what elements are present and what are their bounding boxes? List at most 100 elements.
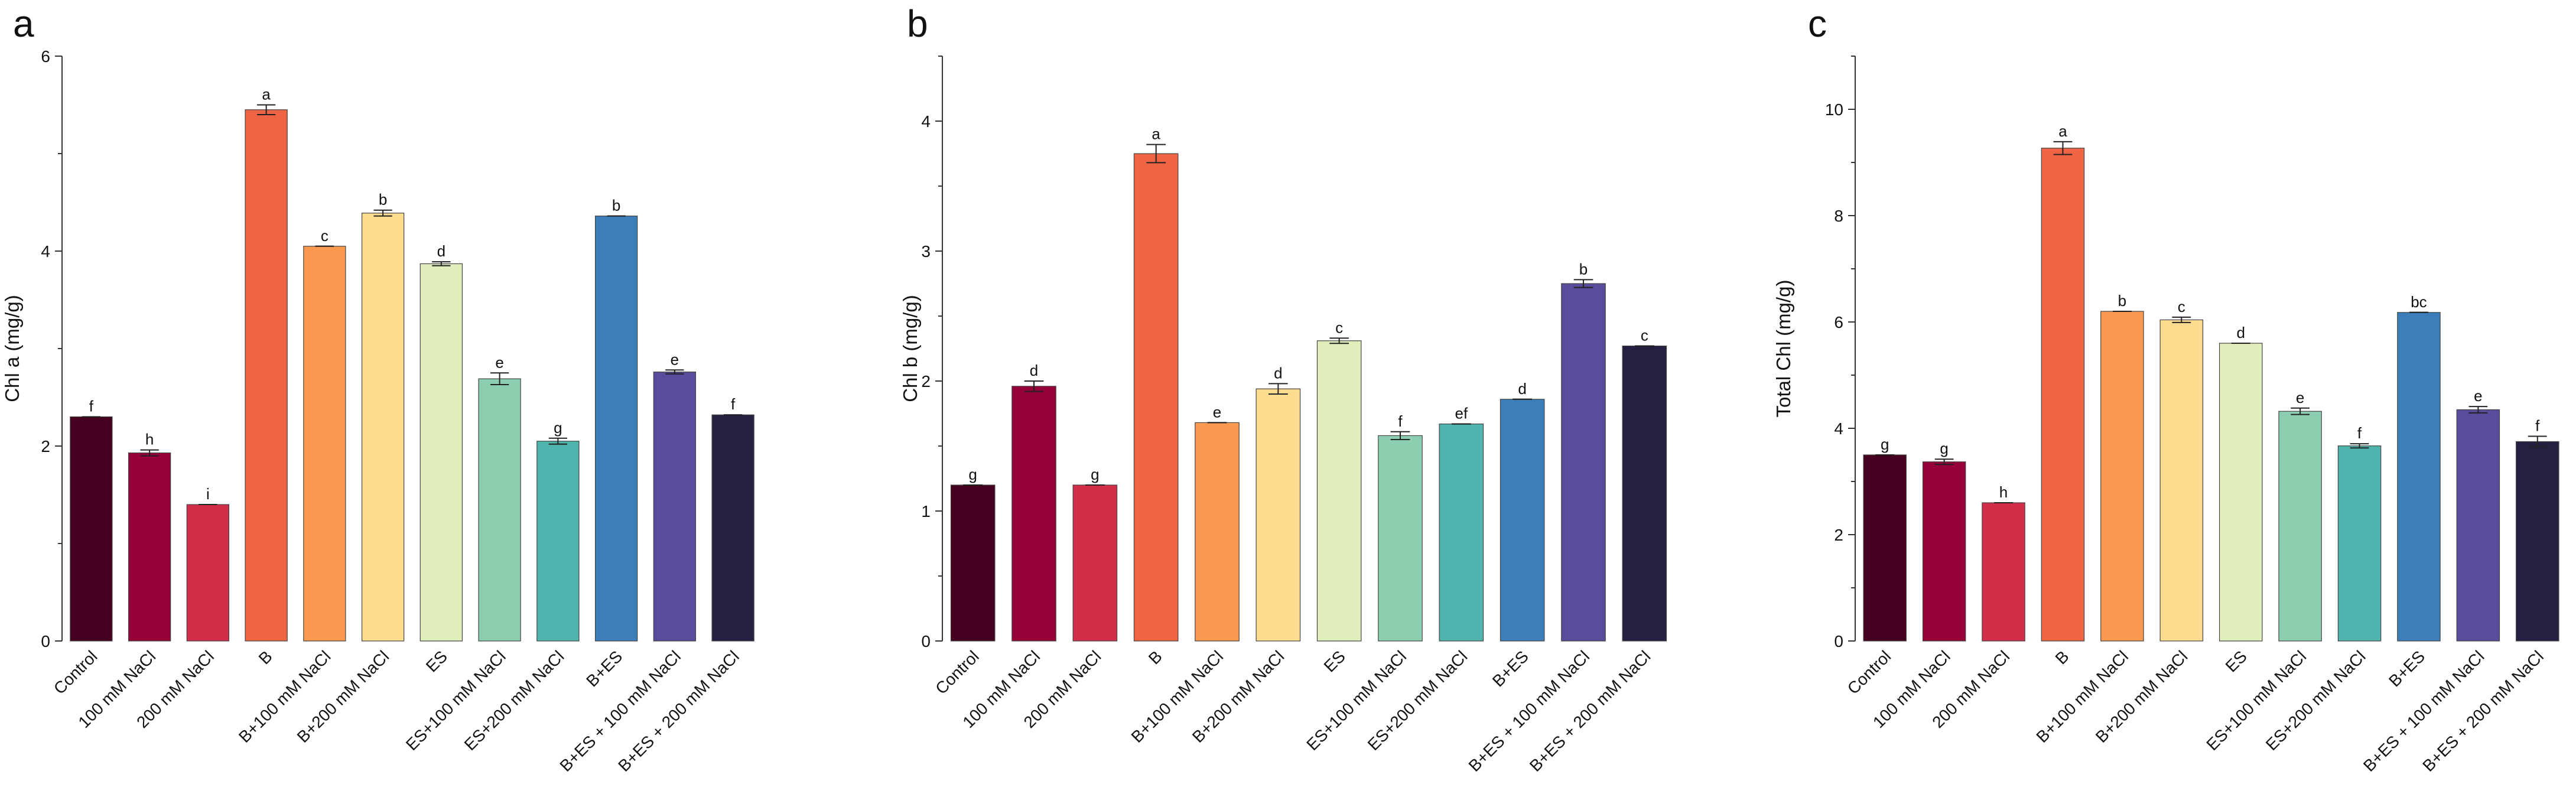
significance-letter: b — [2118, 292, 2126, 310]
y-tick-label: 2 — [41, 437, 50, 455]
significance-letter: b — [379, 191, 387, 209]
significance-letter: c — [1335, 318, 1343, 336]
bar — [1622, 345, 1667, 642]
significance-letter: g — [1091, 466, 1099, 483]
significance-letter: e — [1213, 403, 1221, 421]
x-tick-label: B+ES + 200 mM NaCl — [1526, 647, 1654, 775]
panel-label: b — [907, 2, 928, 45]
x-tick-label: B+ES + 200 mM NaCl — [2419, 647, 2547, 775]
bar — [419, 263, 463, 642]
bar — [1982, 502, 2025, 642]
bar — [361, 213, 405, 642]
significance-letter: d — [1274, 364, 1282, 382]
bar — [2041, 148, 2085, 642]
x-tick-label: ES+200 mM NaCl — [461, 647, 568, 754]
x-tick-label: ES — [422, 647, 451, 675]
significance-letter: d — [1518, 380, 1526, 398]
x-tick-label: ES+100 mM NaCl — [1303, 647, 1410, 754]
x-tick-label: B+ES + 200 mM NaCl — [614, 647, 743, 775]
significance-letter: c — [2178, 298, 2185, 315]
bar — [1256, 388, 1301, 642]
bar — [1195, 422, 1240, 642]
significance-letter: e — [2296, 389, 2304, 406]
y-tick-label: 2 — [921, 372, 931, 391]
significance-letter: f — [2357, 424, 2362, 442]
significance-letter: e — [495, 353, 503, 371]
bar — [1561, 283, 1606, 642]
bar — [2159, 319, 2204, 642]
bar — [1011, 386, 1056, 642]
bar — [653, 371, 697, 642]
bar — [1863, 454, 1907, 642]
bar — [950, 484, 996, 642]
y-tick-label: 4 — [1834, 419, 1843, 438]
significance-letter: a — [262, 86, 271, 103]
x-tick-label: ES+100 mM NaCl — [2203, 647, 2310, 754]
bar — [1922, 461, 1966, 642]
y-tick-label: 0 — [921, 632, 931, 650]
bar — [245, 109, 288, 642]
x-tick-label: B+ES + 100 mM NaCl — [1465, 647, 1593, 775]
x-tick-label: ES+200 mM NaCl — [2262, 647, 2369, 754]
x-tick-label: B+ES — [583, 647, 626, 690]
significance-letter: g — [554, 419, 562, 437]
significance-letter: g — [1881, 435, 1889, 453]
bar — [2278, 411, 2322, 642]
significance-letter: e — [2474, 387, 2482, 405]
x-tick-label: ES+100 mM NaCl — [402, 647, 509, 754]
y-tick-label: 6 — [41, 47, 50, 66]
bar — [2456, 409, 2500, 642]
bar — [303, 246, 346, 642]
bar — [536, 441, 580, 642]
significance-letter: c — [1641, 327, 1648, 344]
y-tick-label: 4 — [921, 112, 931, 131]
x-tick-label: Control — [932, 647, 983, 698]
bar — [1500, 399, 1545, 642]
y-tick-label: 8 — [1834, 207, 1843, 225]
significance-letter: d — [2236, 324, 2245, 341]
y-tick-label: 0 — [1834, 632, 1843, 650]
y-axis-title: Chl b (mg/g) — [899, 295, 921, 402]
bar — [1378, 435, 1423, 642]
y-tick-label: 10 — [1825, 100, 1843, 119]
bar — [70, 416, 113, 642]
significance-letter: e — [671, 350, 679, 368]
y-tick-label: 0 — [41, 632, 50, 650]
x-tick-label: ES — [2222, 647, 2250, 675]
significance-letter: a — [1152, 125, 1160, 143]
significance-letter: c — [321, 227, 328, 245]
x-tick-label: B+ES — [2385, 647, 2428, 690]
panel-label: a — [13, 2, 34, 45]
significance-letter: d — [437, 242, 445, 260]
significance-letter: b — [612, 197, 620, 214]
y-axis-title: Chl a (mg/g) — [1, 295, 23, 402]
y-axis-title: Total Chl (mg/g) — [1772, 280, 1794, 418]
x-tick-label: B+ES — [1489, 647, 1532, 690]
x-tick-label: ES — [1320, 647, 1349, 675]
significance-letter: b — [1579, 260, 1588, 278]
bar — [2337, 445, 2382, 642]
bar — [1072, 484, 1118, 642]
significance-letter: g — [1940, 440, 1948, 457]
x-tick-label: B+ES + 100 mM NaCl — [2360, 647, 2488, 775]
bar — [186, 504, 230, 642]
x-tick-label: Control — [50, 647, 101, 698]
significance-letter: g — [968, 466, 977, 483]
bar — [2397, 312, 2441, 642]
x-tick-label: B — [2052, 647, 2073, 668]
significance-letter: bc — [2411, 293, 2427, 311]
x-tick-label: B — [255, 647, 276, 668]
y-tick-label: 3 — [921, 242, 931, 261]
significance-letter: f — [2535, 417, 2540, 435]
bar — [2516, 441, 2559, 642]
significance-letter: f — [731, 395, 736, 413]
significance-letter: h — [1999, 483, 2008, 501]
y-tick-label: 6 — [1834, 313, 1843, 331]
y-tick-label: 1 — [921, 502, 931, 520]
bar — [1316, 340, 1362, 642]
x-tick-label: ES+200 mM NaCl — [1364, 647, 1471, 754]
bar — [711, 414, 754, 642]
significance-letter: a — [2058, 122, 2067, 140]
